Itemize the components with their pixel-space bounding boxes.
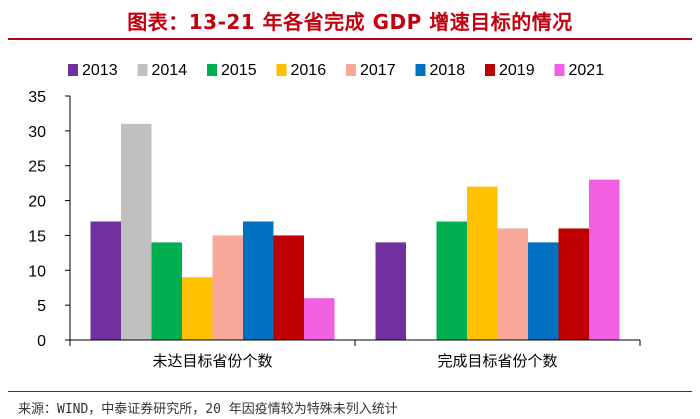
- bar-2013-0: [90, 221, 121, 340]
- source-note: 来源：WIND，中泰证券研究所，20 年因疫情较为特殊未列入统计: [18, 402, 398, 417]
- chart-header: 图表：13-21 年各省完成 GDP 增速目标的情况: [0, 0, 700, 40]
- y-tick-label-10: 10: [28, 263, 46, 280]
- y-tick-label-25: 25: [28, 159, 46, 176]
- y-tick-label-30: 30: [28, 124, 46, 141]
- footer-divider: [8, 391, 692, 392]
- legend-label-2014: 2014: [152, 62, 188, 79]
- y-tick-label-5: 5: [37, 298, 46, 315]
- legend-label-2021: 2021: [569, 62, 605, 79]
- bar-2018-0: [243, 221, 274, 340]
- y-tick-label-35: 35: [28, 89, 46, 106]
- legend-swatch-2019: [485, 64, 495, 76]
- y-axis: 0 5 10 15 20 25 30 35: [28, 89, 71, 350]
- bar-2018-1: [528, 242, 559, 340]
- bar-chart: 2013 2014 2015 2016 2017 2018 2019 2021 0 5 10 15 2…: [28, 62, 641, 370]
- title-divider: [8, 38, 692, 40]
- legend-swatch-2016: [276, 64, 287, 76]
- bar-2017-0: [212, 235, 243, 340]
- y-tick-label-20: 20: [28, 194, 46, 211]
- bars: [90, 123, 620, 340]
- bar-2014-0: [121, 123, 152, 340]
- legend-label-2019: 2019: [499, 62, 535, 79]
- x-category-label-1: 完成目标省份个数: [437, 353, 557, 370]
- legend-label-2013: 2013: [82, 62, 118, 79]
- x-axis: 未达目标省份个数 完成目标省份个数: [69, 339, 641, 370]
- x-category-label-0: 未达目标省份个数: [152, 353, 272, 370]
- legend-swatch-2015: [207, 64, 217, 76]
- legend-label-2017: 2017: [360, 62, 396, 79]
- bar-2015-0: [151, 242, 182, 340]
- legend: 2013 2014 2015 2016 2017 2018 2019 2021: [68, 62, 604, 79]
- legend-swatch-2018: [415, 64, 426, 76]
- legend-label-2016: 2016: [291, 62, 327, 79]
- legend-swatch-2021: [554, 64, 565, 76]
- bar-2021-1: [589, 179, 620, 340]
- legend-label-2018: 2018: [430, 62, 466, 79]
- y-tick-label-15: 15: [28, 228, 46, 245]
- bar-2017-1: [497, 228, 528, 340]
- legend-swatch-2014: [137, 64, 148, 76]
- bar-2016-0: [182, 277, 213, 340]
- legend-swatch-2013: [68, 64, 78, 76]
- bar-2019-0: [273, 235, 304, 340]
- bar-2013-1: [375, 242, 406, 340]
- bar-2016-1: [467, 186, 498, 340]
- legend-swatch-2017: [346, 64, 356, 76]
- bar-2015-1: [436, 221, 467, 340]
- legend-label-2015: 2015: [221, 62, 257, 79]
- bar-2021-0: [304, 298, 335, 340]
- chart-title: 图表：13-21 年各省完成 GDP 增速目标的情况: [127, 10, 573, 34]
- bar-2019-1: [558, 228, 589, 340]
- y-tick-label-0: 0: [37, 333, 46, 350]
